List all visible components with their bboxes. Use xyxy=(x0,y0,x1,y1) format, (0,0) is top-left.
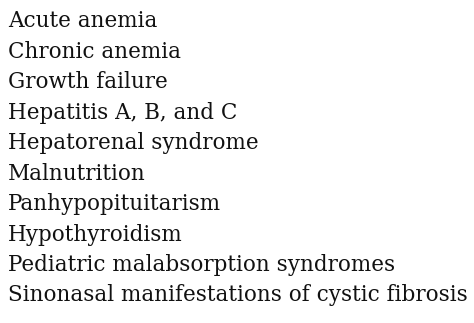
Text: Panhypopituitarism: Panhypopituitarism xyxy=(8,193,221,215)
Text: Hepatorenal syndrome: Hepatorenal syndrome xyxy=(8,132,259,154)
Text: Pediatric malabsorption syndromes: Pediatric malabsorption syndromes xyxy=(8,254,395,276)
Text: Acute anemia: Acute anemia xyxy=(8,10,157,32)
Text: Hypothyroidism: Hypothyroidism xyxy=(8,224,183,245)
Text: Hepatitis A, B, and C: Hepatitis A, B, and C xyxy=(8,101,237,123)
Text: Chronic anemia: Chronic anemia xyxy=(8,40,181,62)
Text: Growth failure: Growth failure xyxy=(8,71,168,93)
Text: Malnutrition: Malnutrition xyxy=(8,162,146,184)
Text: Sinonasal manifestations of cystic fibrosis: Sinonasal manifestations of cystic fibro… xyxy=(8,285,468,307)
